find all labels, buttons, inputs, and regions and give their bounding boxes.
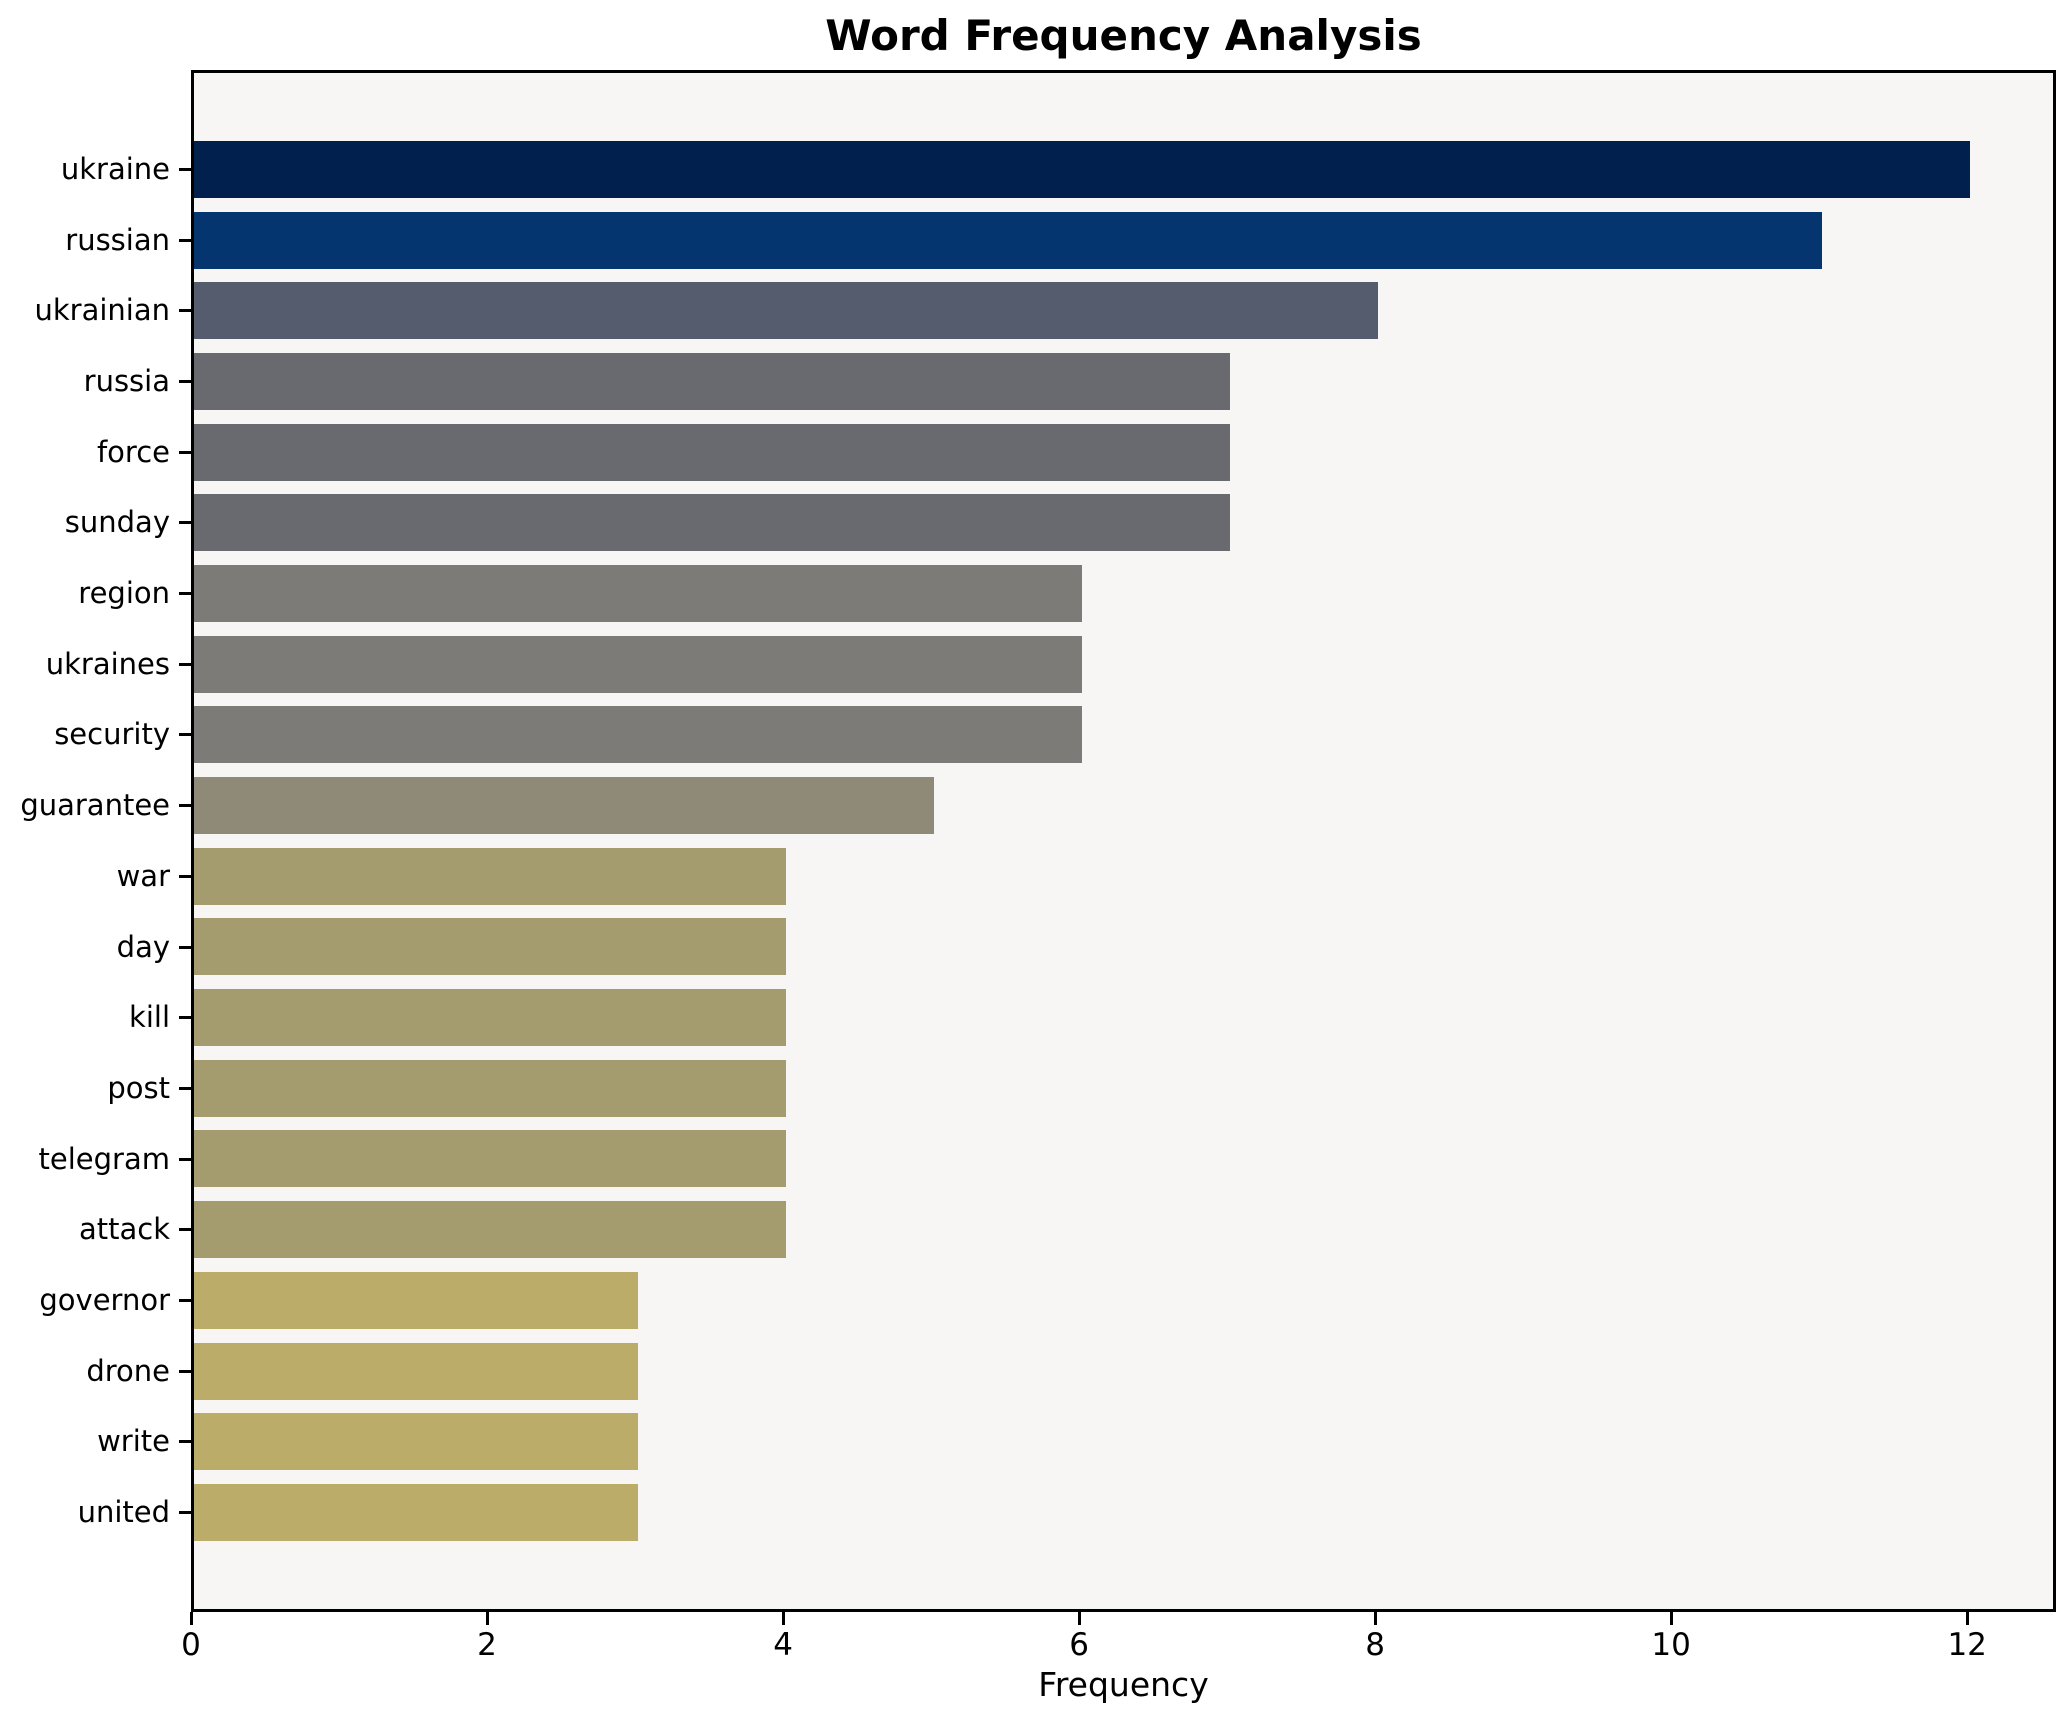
bar-row-write — [194, 1406, 2053, 1477]
bar-kill — [194, 989, 787, 1047]
bar-row-region — [194, 558, 2053, 629]
bar-row-force — [194, 417, 2053, 488]
y-tick-label-drone: drone — [86, 1353, 170, 1388]
y-tick-mark — [179, 1157, 191, 1161]
bar-row-united — [194, 1477, 2053, 1548]
bar-russian — [194, 211, 1823, 269]
bar-row-governor — [194, 1265, 2053, 1336]
x-tick-mark — [485, 1612, 489, 1625]
plot-area — [191, 70, 2056, 1612]
bar-russia — [194, 352, 1231, 410]
y-tick-label-write: write — [97, 1424, 170, 1459]
y-tick-label-day: day — [116, 929, 170, 964]
x-axis-label: Frequency — [1038, 1665, 1209, 1704]
y-tick-mark — [179, 1228, 191, 1232]
y-tick-label-sunday: sunday — [64, 505, 170, 540]
bar-region — [194, 564, 1083, 622]
y-tick-mark — [179, 1016, 191, 1020]
y-tick-label-ukraines: ukraines — [45, 646, 170, 681]
x-tick-mark — [1965, 1612, 1969, 1625]
y-tick-mark — [179, 1299, 191, 1303]
y-tick-label-war: war — [116, 858, 170, 893]
bar-row-post — [194, 1053, 2053, 1124]
y-tick-label-post: post — [107, 1070, 170, 1105]
x-tick-mark — [1669, 1612, 1673, 1625]
x-tick-label-6: 6 — [1069, 1627, 1089, 1663]
bar-drone — [194, 1342, 639, 1400]
y-tick-label-telegram: telegram — [38, 1141, 170, 1176]
y-tick-mark — [179, 309, 191, 313]
bar-post — [194, 1059, 787, 1117]
y-tick-label-region: region — [78, 576, 170, 611]
bar-row-russia — [194, 346, 2053, 417]
bar-row-ukraine — [194, 134, 2053, 205]
y-tick-mark — [179, 1440, 191, 1444]
y-tick-label-russian: russian — [65, 222, 170, 257]
bar-day — [194, 918, 787, 976]
y-tick-mark — [179, 945, 191, 949]
y-tick-mark — [179, 379, 191, 383]
chart-title: Word Frequency Analysis — [825, 11, 1422, 60]
bar-guarantee — [194, 777, 935, 835]
bars-container — [194, 134, 2053, 1548]
y-tick-mark — [179, 167, 191, 171]
bar-row-telegram — [194, 1124, 2053, 1195]
y-tick-mark — [179, 733, 191, 737]
y-tick-label-kill: kill — [129, 1000, 170, 1035]
bar-ukraines — [194, 635, 1083, 693]
bar-row-sunday — [194, 487, 2053, 558]
bar-row-russian — [194, 205, 2053, 276]
x-tick-label-2: 2 — [477, 1627, 497, 1663]
bar-sunday — [194, 494, 1231, 552]
y-tick-mark — [179, 804, 191, 808]
bar-row-ukrainian — [194, 275, 2053, 346]
bar-force — [194, 423, 1231, 481]
y-tick-label-security: security — [54, 717, 170, 752]
y-tick-label-governor: governor — [39, 1283, 170, 1318]
y-tick-mark — [179, 238, 191, 242]
x-tick-mark — [1077, 1612, 1081, 1625]
bar-row-ukraines — [194, 629, 2053, 700]
y-tick-mark — [179, 874, 191, 878]
bar-united — [194, 1483, 639, 1541]
y-tick-mark — [179, 1369, 191, 1373]
bar-war — [194, 847, 787, 905]
bar-row-war — [194, 841, 2053, 912]
bar-row-guarantee — [194, 770, 2053, 841]
bar-security — [194, 706, 1083, 764]
x-tick-label-0: 0 — [181, 1627, 201, 1663]
y-tick-mark — [179, 1086, 191, 1090]
x-tick-label-8: 8 — [1365, 1627, 1385, 1663]
bar-ukrainian — [194, 282, 1379, 340]
y-tick-label-attack: attack — [78, 1212, 170, 1247]
x-tick-mark — [189, 1612, 193, 1625]
y-tick-label-russia: russia — [83, 363, 170, 398]
y-tick-label-ukraine: ukraine — [60, 151, 170, 186]
x-tick-mark — [781, 1612, 785, 1625]
x-tick-label-10: 10 — [1651, 1627, 1691, 1663]
y-tick-mark — [179, 662, 191, 666]
bar-write — [194, 1413, 639, 1471]
bar-telegram — [194, 1130, 787, 1188]
x-tick-label-12: 12 — [1947, 1627, 1987, 1663]
bar-attack — [194, 1201, 787, 1259]
y-tick-mark — [179, 521, 191, 525]
y-tick-label-united: united — [77, 1495, 170, 1530]
bar-governor — [194, 1271, 639, 1329]
bar-row-attack — [194, 1194, 2053, 1265]
y-tick-mark — [179, 592, 191, 596]
y-tick-label-guarantee: guarantee — [20, 788, 170, 823]
y-tick-mark — [179, 450, 191, 454]
bar-row-drone — [194, 1336, 2053, 1407]
x-tick-mark — [1373, 1612, 1377, 1625]
bar-row-security — [194, 700, 2053, 771]
bar-ukraine — [194, 140, 1971, 198]
y-tick-label-ukrainian: ukrainian — [34, 293, 170, 328]
bar-row-kill — [194, 982, 2053, 1053]
y-tick-label-force: force — [96, 434, 170, 469]
bar-row-day — [194, 912, 2053, 983]
y-tick-mark — [179, 1511, 191, 1515]
x-tick-label-4: 4 — [773, 1627, 793, 1663]
